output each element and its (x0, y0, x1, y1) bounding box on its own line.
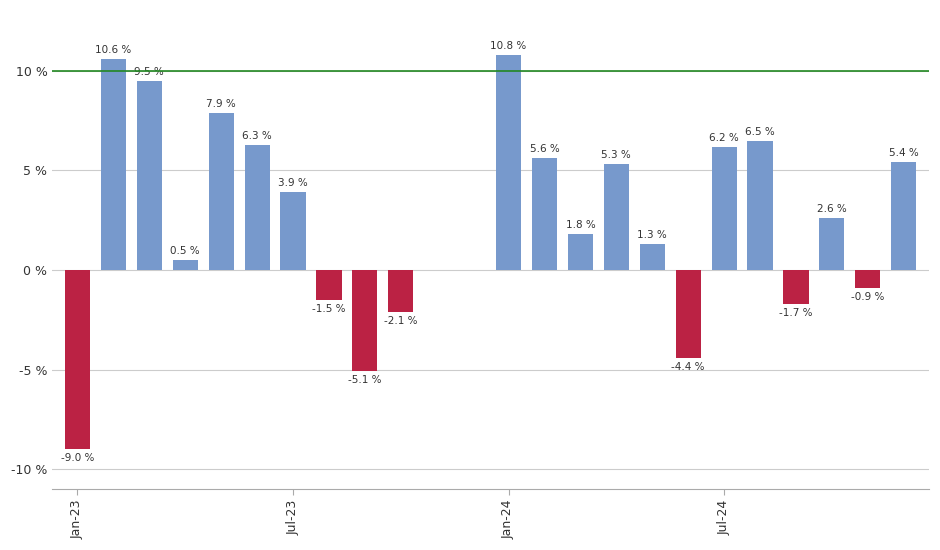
Bar (532, 158, 557, 270)
Text: -0.9 %: -0.9 % (851, 292, 885, 302)
Bar (209, 113, 234, 270)
Text: -1.7 %: -1.7 % (779, 308, 813, 318)
Bar (820, 218, 844, 270)
Text: 3.9 %: 3.9 % (278, 178, 308, 188)
Text: 6.2 %: 6.2 % (710, 133, 739, 142)
Text: -2.1 %: -2.1 % (384, 316, 417, 326)
Bar (317, 270, 341, 300)
Text: -9.0 %: -9.0 % (61, 453, 94, 463)
Bar (101, 59, 126, 270)
Text: 1.8 %: 1.8 % (566, 220, 595, 230)
Text: 1.3 %: 1.3 % (637, 230, 667, 240)
Text: 7.9 %: 7.9 % (206, 98, 236, 109)
Text: 10.8 %: 10.8 % (491, 41, 526, 51)
Bar (603, 164, 629, 270)
Text: 2.6 %: 2.6 % (817, 204, 847, 214)
Bar (496, 55, 521, 270)
Text: 6.3 %: 6.3 % (243, 130, 272, 141)
Bar (712, 146, 737, 270)
Text: 9.5 %: 9.5 % (134, 67, 164, 77)
Bar (855, 270, 881, 288)
Bar (244, 145, 270, 270)
Text: 10.6 %: 10.6 % (95, 45, 132, 55)
Bar (136, 81, 162, 270)
Text: 5.3 %: 5.3 % (602, 151, 632, 161)
Text: -1.5 %: -1.5 % (312, 304, 346, 314)
Text: 6.5 %: 6.5 % (745, 126, 775, 136)
Bar (640, 244, 665, 270)
Bar (388, 270, 414, 312)
Bar (783, 270, 808, 304)
Bar (676, 270, 701, 358)
Text: -4.4 %: -4.4 % (671, 361, 705, 372)
Text: 5.4 %: 5.4 % (889, 148, 918, 158)
Bar (280, 192, 306, 270)
Bar (352, 270, 378, 371)
Text: 0.5 %: 0.5 % (170, 246, 200, 256)
Bar (747, 141, 773, 270)
Bar (891, 162, 916, 270)
Bar (568, 234, 593, 270)
Text: 5.6 %: 5.6 % (529, 145, 559, 155)
Bar (173, 260, 197, 270)
Text: -5.1 %: -5.1 % (348, 376, 382, 386)
Bar (65, 270, 90, 449)
